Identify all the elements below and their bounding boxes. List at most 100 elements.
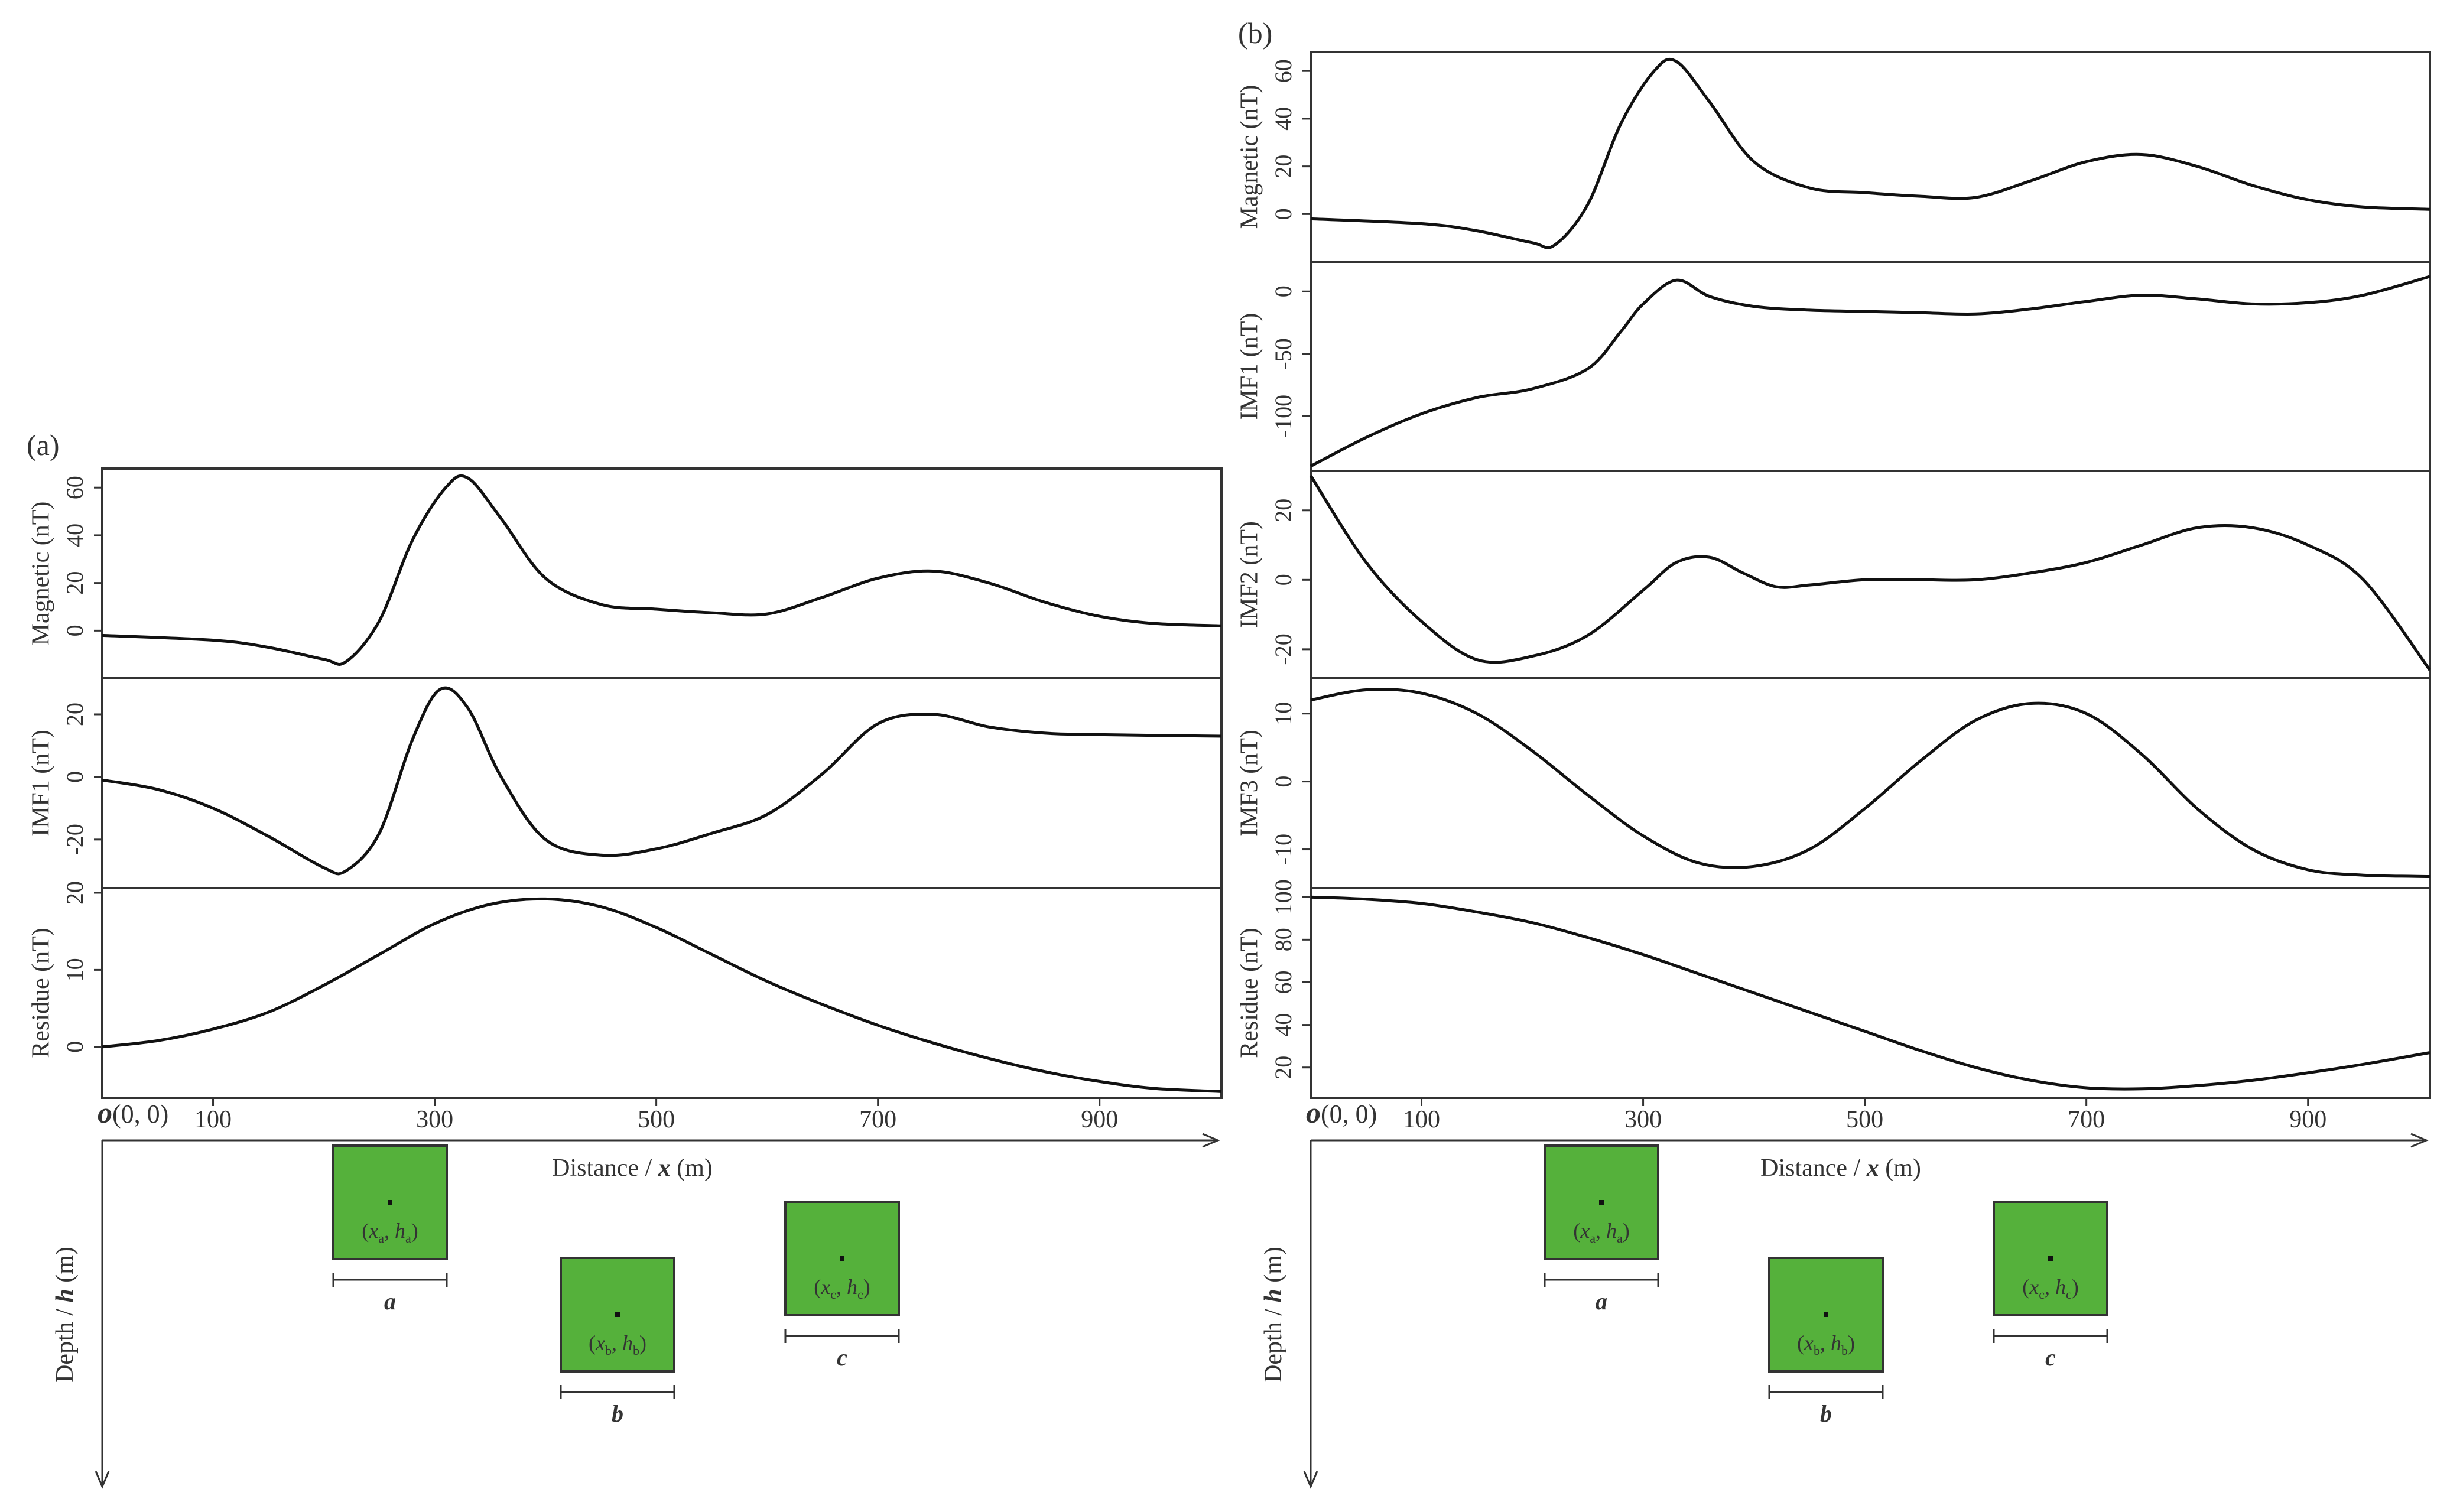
y-axis-label: IMF1 (nT) — [28, 730, 55, 837]
coord-sep: , — [2045, 1275, 2055, 1299]
coord-h: h — [2055, 1275, 2066, 1299]
body-coordinate-label: (xa, ha) — [1573, 1219, 1630, 1246]
panel-frame — [1310, 887, 2431, 1099]
y-tick-label: 20 — [1270, 155, 1297, 178]
body-coordinate-label: (xb, hb) — [589, 1331, 646, 1358]
coord-h-sub: c — [2066, 1287, 2072, 1302]
origin-label: o(0, 0) — [98, 1096, 168, 1129]
y-axis-label: IMF3 (nT) — [1236, 730, 1263, 837]
coord-h-sub: b — [633, 1343, 639, 1358]
distance-axis-label: Distance / x (m) — [1760, 1155, 1921, 1182]
y-tick-label: 0 — [61, 771, 88, 783]
x-label-unit: (m) — [1879, 1155, 1921, 1182]
paren-close: ) — [639, 1331, 646, 1355]
x-tick-label: 500 — [1846, 1106, 1883, 1133]
body-center-dot — [1824, 1312, 1828, 1317]
coord-h: h — [847, 1275, 857, 1299]
origin-letter: o — [1306, 1096, 1321, 1129]
coord-sep: , — [612, 1331, 622, 1355]
body-a-a: (xa, ha)a — [332, 1144, 448, 1315]
origin-label: o(0, 0) — [1306, 1096, 1377, 1129]
coord-sep: , — [1596, 1219, 1606, 1243]
x-tick-label: 300 — [416, 1106, 453, 1133]
x-label-var: x — [1866, 1155, 1879, 1182]
body-coordinate-label: (xc, hc) — [2022, 1275, 2079, 1302]
panel-a-2: -20 0 20 IMF1 (nT) — [28, 677, 1223, 889]
panel-b-4: -10 0 10 IMF3 (nT) — [1236, 677, 2431, 889]
origin-letter: o — [98, 1096, 112, 1129]
x-tick-label: 300 — [1624, 1106, 1662, 1133]
x-label-prefix: Distance / — [1760, 1155, 1867, 1182]
paren-close: ) — [863, 1275, 870, 1299]
y-tick-label: 20 — [61, 881, 88, 905]
y-tick-label: -10 — [1270, 834, 1297, 865]
body-coordinate-label: (xb, hb) — [1797, 1331, 1855, 1358]
depth-label-prefix: Depth / — [1260, 1303, 1287, 1383]
y-tick-label: 40 — [1270, 107, 1297, 131]
coord-x-sub: c — [830, 1287, 836, 1302]
series-line-b-5 — [1310, 895, 2430, 1091]
x-tick-label: 700 — [859, 1106, 896, 1133]
coord-h: h — [1606, 1219, 1617, 1243]
coord-h-sub: a — [405, 1231, 411, 1246]
y-tick-label: 0 — [61, 625, 88, 636]
coord-x: x — [595, 1331, 605, 1355]
coord-x-sub: b — [605, 1343, 612, 1358]
body-center-dot — [388, 1200, 392, 1205]
paren-open: ( — [2022, 1275, 2029, 1299]
y-tick-label: 0 — [1270, 574, 1297, 586]
coord-sep: , — [384, 1219, 395, 1243]
y-tick-label: 60 — [1270, 971, 1297, 994]
coord-h-sub: c — [857, 1287, 863, 1302]
y-axis-label: Magnetic (nT) — [1236, 85, 1263, 229]
body-width-label: b — [612, 1400, 623, 1427]
paren-close: ) — [411, 1219, 418, 1243]
depth-axis-label: Depth / h (m) — [1260, 1247, 1287, 1383]
panel-frame — [1310, 677, 2431, 889]
y-tick-label: -50 — [1270, 338, 1297, 369]
series-line-a-2 — [102, 686, 1222, 876]
y-tick-label: 40 — [1270, 1013, 1297, 1037]
paren-open: ( — [1797, 1331, 1804, 1355]
panel-frame — [101, 677, 1223, 889]
coord-x: x — [1804, 1331, 1814, 1355]
series-line-b-3 — [1309, 474, 2432, 671]
y-axis-label: Residue (nT) — [1236, 928, 1263, 1058]
coord-x-sub: a — [1590, 1231, 1596, 1246]
paren-open: ( — [1573, 1219, 1580, 1243]
chart-title-b: (b) — [1238, 17, 1272, 50]
y-tick-label: 0 — [1270, 776, 1297, 788]
coord-h: h — [622, 1331, 633, 1355]
x-tick-label: 100 — [194, 1106, 232, 1133]
panel-frame — [1310, 470, 2431, 679]
panel-b-1: 0 20 40 60 Magnetic (nT) — [1236, 51, 2431, 263]
y-tick-label: 10 — [1270, 702, 1297, 726]
coord-h: h — [395, 1219, 405, 1243]
body-center-dot — [615, 1312, 620, 1317]
coord-sep: , — [836, 1275, 847, 1299]
panel-frame — [101, 887, 1223, 1099]
coord-x-sub: a — [378, 1231, 384, 1246]
x-tick-label: 900 — [1081, 1106, 1118, 1133]
body-width-label: c — [837, 1344, 847, 1371]
body-width-label: b — [1820, 1400, 1832, 1427]
y-axis-label: Residue (nT) — [28, 928, 55, 1058]
body-center-dot — [2048, 1256, 2053, 1261]
coord-x: x — [1580, 1219, 1590, 1243]
y-tick-label: 20 — [61, 571, 88, 595]
paren-close: ) — [2072, 1275, 2079, 1299]
body-a-c: (xc, hc)c — [784, 1201, 900, 1371]
y-tick-label: 0 — [61, 1041, 88, 1053]
x-tick-label: 700 — [2068, 1106, 2105, 1133]
distance-arrow-head — [1202, 1133, 1220, 1148]
x-tick-label: 100 — [1403, 1106, 1440, 1133]
coord-x: x — [368, 1219, 378, 1243]
body-width-label: c — [2045, 1344, 2056, 1371]
y-tick-label: -20 — [61, 824, 88, 855]
panel-b-3: -20 0 20 IMF2 (nT) — [1236, 470, 2432, 679]
y-tick-label: 20 — [1270, 499, 1297, 522]
y-axis-label: Magnetic (nT) — [28, 502, 55, 646]
depth-axis-label: Depth / h (m) — [51, 1247, 79, 1383]
